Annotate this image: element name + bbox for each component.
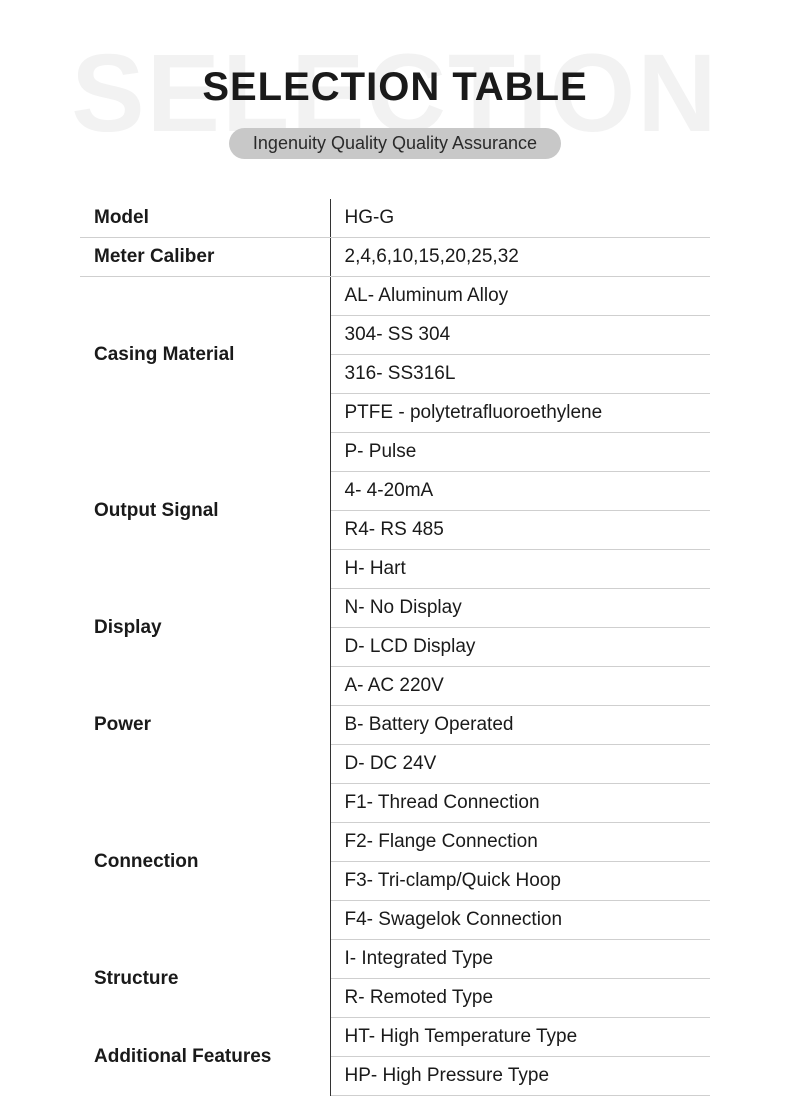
selection-table: ModelHG-GMeter Caliber2,4,6,10,15,20,25,… [80, 199, 710, 1096]
table-row: ModelHG-G [80, 199, 710, 238]
row-label: Model [80, 199, 330, 238]
row-label: Power [80, 667, 330, 784]
row-value: HG-G [330, 199, 710, 238]
page-title: SELECTION TABLE [0, 65, 790, 110]
row-value: D- DC 24V [330, 745, 710, 784]
row-value: N- No Display [330, 589, 710, 628]
row-value: F2- Flange Connection [330, 823, 710, 862]
row-label: Structure [80, 940, 330, 1018]
row-label: Connection [80, 784, 330, 940]
row-value: HT- High Temperature Type [330, 1018, 710, 1057]
row-value: F4- Swagelok Connection [330, 901, 710, 940]
table-row: PowerA- AC 220V [80, 667, 710, 706]
row-value: 316- SS316L [330, 355, 710, 394]
table-row: ConnectionF1- Thread Connection [80, 784, 710, 823]
row-value: 304- SS 304 [330, 316, 710, 355]
table-row: StructureI- Integrated Type [80, 940, 710, 979]
row-value: F3- Tri-clamp/Quick Hoop [330, 862, 710, 901]
table-row: Meter Caliber2,4,6,10,15,20,25,32 [80, 238, 710, 277]
table-row: Casing MaterialAL- Aluminum Alloy [80, 277, 710, 316]
row-label: Display [80, 589, 330, 667]
row-value: R4- RS 485 [330, 511, 710, 550]
row-value: P- Pulse [330, 433, 710, 472]
row-label: Casing Material [80, 277, 330, 433]
row-value: H- Hart [330, 550, 710, 589]
table-row: Output SignalP- Pulse [80, 433, 710, 472]
subtitle-pill: Ingenuity Quality Quality Assurance [229, 128, 561, 159]
row-label: Output Signal [80, 433, 330, 589]
row-value: 4- 4-20mA [330, 472, 710, 511]
row-value: HP- High Pressure Type [330, 1057, 710, 1096]
selection-table-wrap: ModelHG-GMeter Caliber2,4,6,10,15,20,25,… [80, 199, 710, 1096]
row-value: A- AC 220V [330, 667, 710, 706]
table-row: DisplayN- No Display [80, 589, 710, 628]
header: SELECTION TABLE Ingenuity Quality Qualit… [0, 0, 790, 159]
row-value: 2,4,6,10,15,20,25,32 [330, 238, 710, 277]
row-value: F1- Thread Connection [330, 784, 710, 823]
table-row: Additional FeaturesHT- High Temperature … [80, 1018, 710, 1057]
row-value: R- Remoted Type [330, 979, 710, 1018]
row-value: D- LCD Display [330, 628, 710, 667]
row-value: I- Integrated Type [330, 940, 710, 979]
row-value: B- Battery Operated [330, 706, 710, 745]
row-value: PTFE - polytetrafluoroethylene [330, 394, 710, 433]
row-label: Additional Features [80, 1018, 330, 1096]
row-value: AL- Aluminum Alloy [330, 277, 710, 316]
row-label: Meter Caliber [80, 238, 330, 277]
